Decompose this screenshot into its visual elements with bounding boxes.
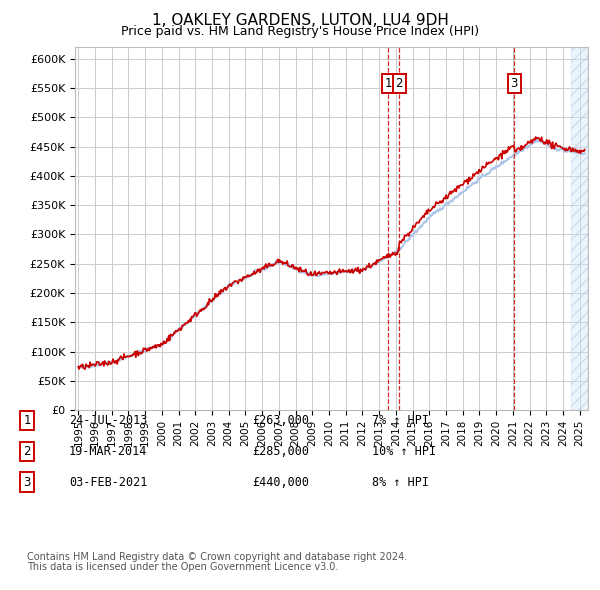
Text: 7% ↑ HPI: 7% ↑ HPI [372, 414, 429, 427]
Text: 1: 1 [23, 414, 31, 427]
Text: £285,000: £285,000 [252, 445, 309, 458]
Text: This data is licensed under the Open Government Licence v3.0.: This data is licensed under the Open Gov… [27, 562, 338, 572]
Text: 24-JUL-2013: 24-JUL-2013 [69, 414, 148, 427]
Text: 2: 2 [395, 77, 403, 90]
Text: 3: 3 [23, 476, 31, 489]
Text: £263,000: £263,000 [252, 414, 309, 427]
Text: 1: 1 [385, 77, 392, 90]
Text: 2: 2 [23, 445, 31, 458]
Text: £440,000: £440,000 [252, 476, 309, 489]
Text: Contains HM Land Registry data © Crown copyright and database right 2024.: Contains HM Land Registry data © Crown c… [27, 552, 407, 562]
Text: 8% ↑ HPI: 8% ↑ HPI [372, 476, 429, 489]
Bar [571, 47, 588, 410]
Text: 1, OAKLEY GARDENS, LUTON, LU4 9DH: 1, OAKLEY GARDENS, LUTON, LU4 9DH [152, 13, 448, 28]
Text: 19-MAR-2014: 19-MAR-2014 [69, 445, 148, 458]
Text: 10% ↑ HPI: 10% ↑ HPI [372, 445, 436, 458]
Text: 03-FEB-2021: 03-FEB-2021 [69, 476, 148, 489]
Text: Price paid vs. HM Land Registry's House Price Index (HPI): Price paid vs. HM Land Registry's House … [121, 25, 479, 38]
Text: 3: 3 [511, 77, 518, 90]
